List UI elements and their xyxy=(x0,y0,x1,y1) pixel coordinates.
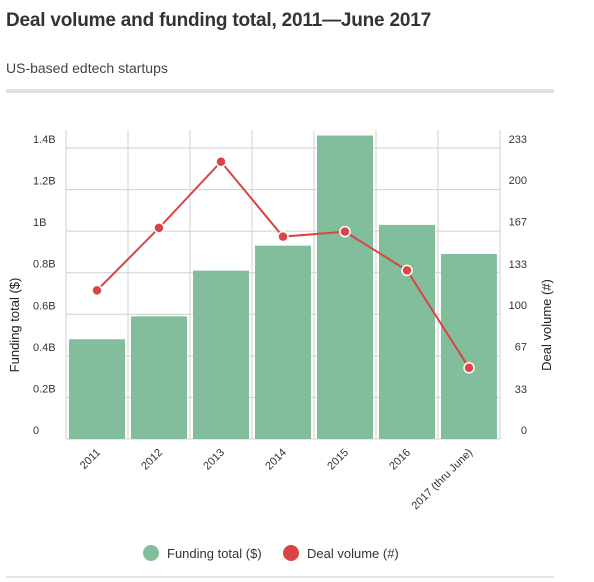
x-tick-label: 2012 xyxy=(139,447,165,473)
left-tick-label: 0.2B xyxy=(33,383,56,395)
deal-point-2011 xyxy=(91,284,103,297)
legend-swatch-funding xyxy=(143,545,159,561)
legend: Funding total ($) Deal volume (#) xyxy=(0,545,594,569)
left-axis-title: Funding total ($) xyxy=(7,278,22,373)
left-tick-label: 1.2B xyxy=(33,176,56,188)
left-tick-label: 1B xyxy=(33,217,46,229)
header-divider xyxy=(6,89,554,93)
deal-point-2017 (thru June) xyxy=(463,362,475,374)
legend-item-deals: Deal volume (#) xyxy=(283,545,399,561)
left-tick-label: 1.4B xyxy=(33,134,56,146)
left-tick-label: 0.6B xyxy=(33,300,56,312)
right-tick-label: 133 xyxy=(509,259,527,271)
left-tick-label: 0.8B xyxy=(33,259,56,271)
legend-swatch-deals xyxy=(283,545,299,561)
right-tick-label: 0 xyxy=(521,425,527,437)
deal-point-2016 xyxy=(401,264,413,277)
bar-2016 xyxy=(379,224,435,439)
right-tick-label: 100 xyxy=(509,300,527,312)
bar-2012 xyxy=(131,316,187,439)
right-tick-label: 233 xyxy=(509,134,527,146)
combo-chart: 0 0.2B 0.4B 0.6B 0.8B 1B 1.2B 1.4B 0 33 67 100 133 1… xyxy=(7,130,554,513)
x-tick-label: 2016 xyxy=(387,447,413,473)
bar-2014 xyxy=(255,245,311,439)
deal-point-2015 xyxy=(339,225,351,238)
right-axis-title: Deal volume (#) xyxy=(539,279,554,371)
legend-label-deals: Deal volume (#) xyxy=(307,545,399,561)
right-tick-label: 167 xyxy=(509,216,527,228)
right-axis: 0 33 67 100 133 167 200 233 xyxy=(509,134,527,437)
deal-point-2013 xyxy=(215,155,227,168)
x-tick-label: 2013 xyxy=(201,447,227,473)
right-tick-label: 200 xyxy=(509,175,527,187)
deal-point-2014 xyxy=(277,230,289,243)
legend-item-funding: Funding total ($) xyxy=(143,545,262,561)
right-tick-label: 67 xyxy=(515,341,527,353)
chart-title: Deal volume and funding total, 2011—June… xyxy=(6,10,431,31)
x-tick-label: 2011 xyxy=(78,447,103,472)
footer-divider xyxy=(6,576,554,578)
x-tick-label: 2017 (thru June) xyxy=(410,447,476,513)
left-axis: 0 0.2B 0.4B 0.6B 0.8B 1B 1.2B 1.4B xyxy=(33,134,56,437)
bar-2017 (thru June) xyxy=(441,254,497,439)
deal-point-2012 xyxy=(153,222,165,234)
legend-label-funding: Funding total ($) xyxy=(167,545,262,561)
bar-2015 xyxy=(317,135,373,439)
bar-2013 xyxy=(193,270,249,439)
x-tick-label: 2014 xyxy=(263,447,289,473)
right-tick-label: 33 xyxy=(515,384,527,396)
left-tick-label: 0.4B xyxy=(33,342,56,354)
bar-2011 xyxy=(69,339,125,439)
line-series xyxy=(91,155,475,374)
bar-series xyxy=(69,135,497,439)
left-tick-label: 0 xyxy=(33,425,39,437)
x-tick-label: 2015 xyxy=(325,447,351,473)
chart-subtitle: US-based edtech startups xyxy=(6,60,168,76)
